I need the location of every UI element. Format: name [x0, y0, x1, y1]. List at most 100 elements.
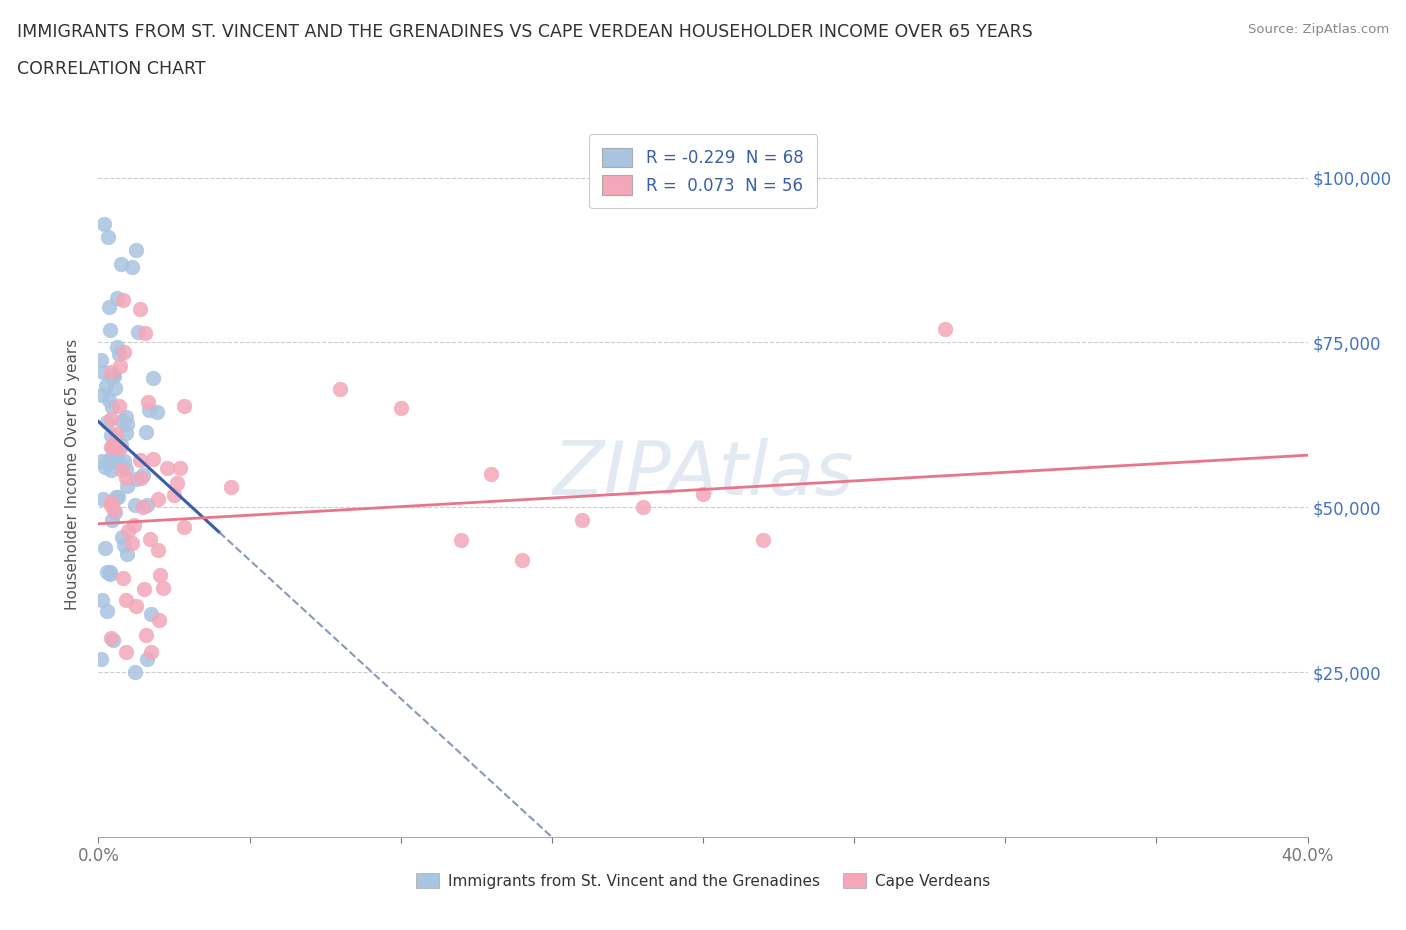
Point [692, 486, 714, 501]
Point [125, 598, 148, 613]
Point [136, 498, 159, 512]
Point [103, 446, 125, 461]
Point [108, 359, 131, 374]
Point [146, 491, 169, 506]
Point [96, 604, 118, 618]
Point [108, 399, 131, 414]
Point [141, 606, 163, 621]
Point [132, 468, 155, 483]
Point [139, 644, 162, 659]
Point [96, 379, 118, 393]
Point [752, 533, 775, 548]
Point [100, 498, 122, 512]
Point [101, 440, 124, 455]
Point [114, 409, 136, 424]
Point [173, 519, 195, 534]
Point [129, 452, 152, 467]
Point [135, 652, 157, 667]
Point [571, 513, 593, 528]
Point [146, 543, 169, 558]
Point [105, 339, 128, 354]
Point [134, 326, 156, 340]
Point [142, 371, 165, 386]
Point [173, 398, 195, 413]
Point [110, 438, 132, 453]
Point [100, 631, 122, 645]
Point [166, 475, 188, 490]
Text: CORRELATION CHART: CORRELATION CHART [17, 60, 205, 78]
Point [90, 352, 112, 367]
Point [115, 479, 138, 494]
Point [110, 257, 132, 272]
Point [148, 613, 170, 628]
Point [112, 453, 135, 468]
Point [110, 458, 132, 472]
Point [152, 581, 174, 596]
Legend: Immigrants from St. Vincent and the Grenadines, Cape Verdeans: Immigrants from St. Vincent and the Gren… [409, 867, 997, 895]
Point [91, 365, 114, 379]
Point [631, 499, 654, 514]
Point [107, 489, 129, 504]
Text: Source: ZipAtlas.com: Source: ZipAtlas.com [1249, 23, 1389, 36]
Point [98, 392, 121, 407]
Point [101, 367, 124, 382]
Point [124, 665, 146, 680]
Point [100, 369, 122, 384]
Point [129, 471, 152, 485]
Point [100, 411, 122, 426]
Point [450, 533, 472, 548]
Point [100, 440, 122, 455]
Point [112, 570, 135, 585]
Point [103, 502, 125, 517]
Point [100, 495, 122, 510]
Point [98, 451, 121, 466]
Point [101, 399, 124, 414]
Point [155, 460, 177, 475]
Point [934, 322, 956, 337]
Point [97, 230, 120, 245]
Point [91, 453, 114, 468]
Point [110, 414, 132, 429]
Point [115, 592, 138, 607]
Point [101, 513, 124, 528]
Point [115, 462, 138, 477]
Point [117, 524, 139, 538]
Point [105, 427, 128, 442]
Point [131, 500, 153, 515]
Point [146, 405, 169, 419]
Point [112, 292, 135, 307]
Point [112, 538, 135, 552]
Text: ZIPAtlas: ZIPAtlas [553, 438, 853, 511]
Point [219, 480, 242, 495]
Point [169, 460, 191, 475]
Point [96, 415, 118, 430]
Point [105, 291, 128, 306]
Point [329, 381, 352, 396]
Point [139, 531, 162, 546]
Point [117, 417, 139, 432]
Point [138, 403, 160, 418]
Point [98, 566, 121, 581]
Point [115, 644, 138, 659]
Point [104, 490, 127, 505]
Point [100, 365, 122, 379]
Point [107, 457, 129, 472]
Point [101, 438, 124, 453]
Point [389, 401, 412, 416]
Point [115, 546, 138, 561]
Point [114, 426, 136, 441]
Point [510, 552, 533, 567]
Point [104, 442, 127, 457]
Point [163, 487, 186, 502]
Point [93, 217, 115, 232]
Point [108, 441, 131, 456]
Point [98, 322, 121, 337]
Point [121, 536, 143, 551]
Point [103, 633, 125, 648]
Point [111, 462, 134, 477]
Point [90, 652, 112, 667]
Point [111, 530, 134, 545]
Point [124, 498, 146, 512]
Text: IMMIGRANTS FROM ST. VINCENT AND THE GRENADINES VS CAPE VERDEAN HOUSEHOLDER INCOM: IMMIGRANTS FROM ST. VINCENT AND THE GREN… [17, 23, 1032, 41]
Point [122, 518, 145, 533]
